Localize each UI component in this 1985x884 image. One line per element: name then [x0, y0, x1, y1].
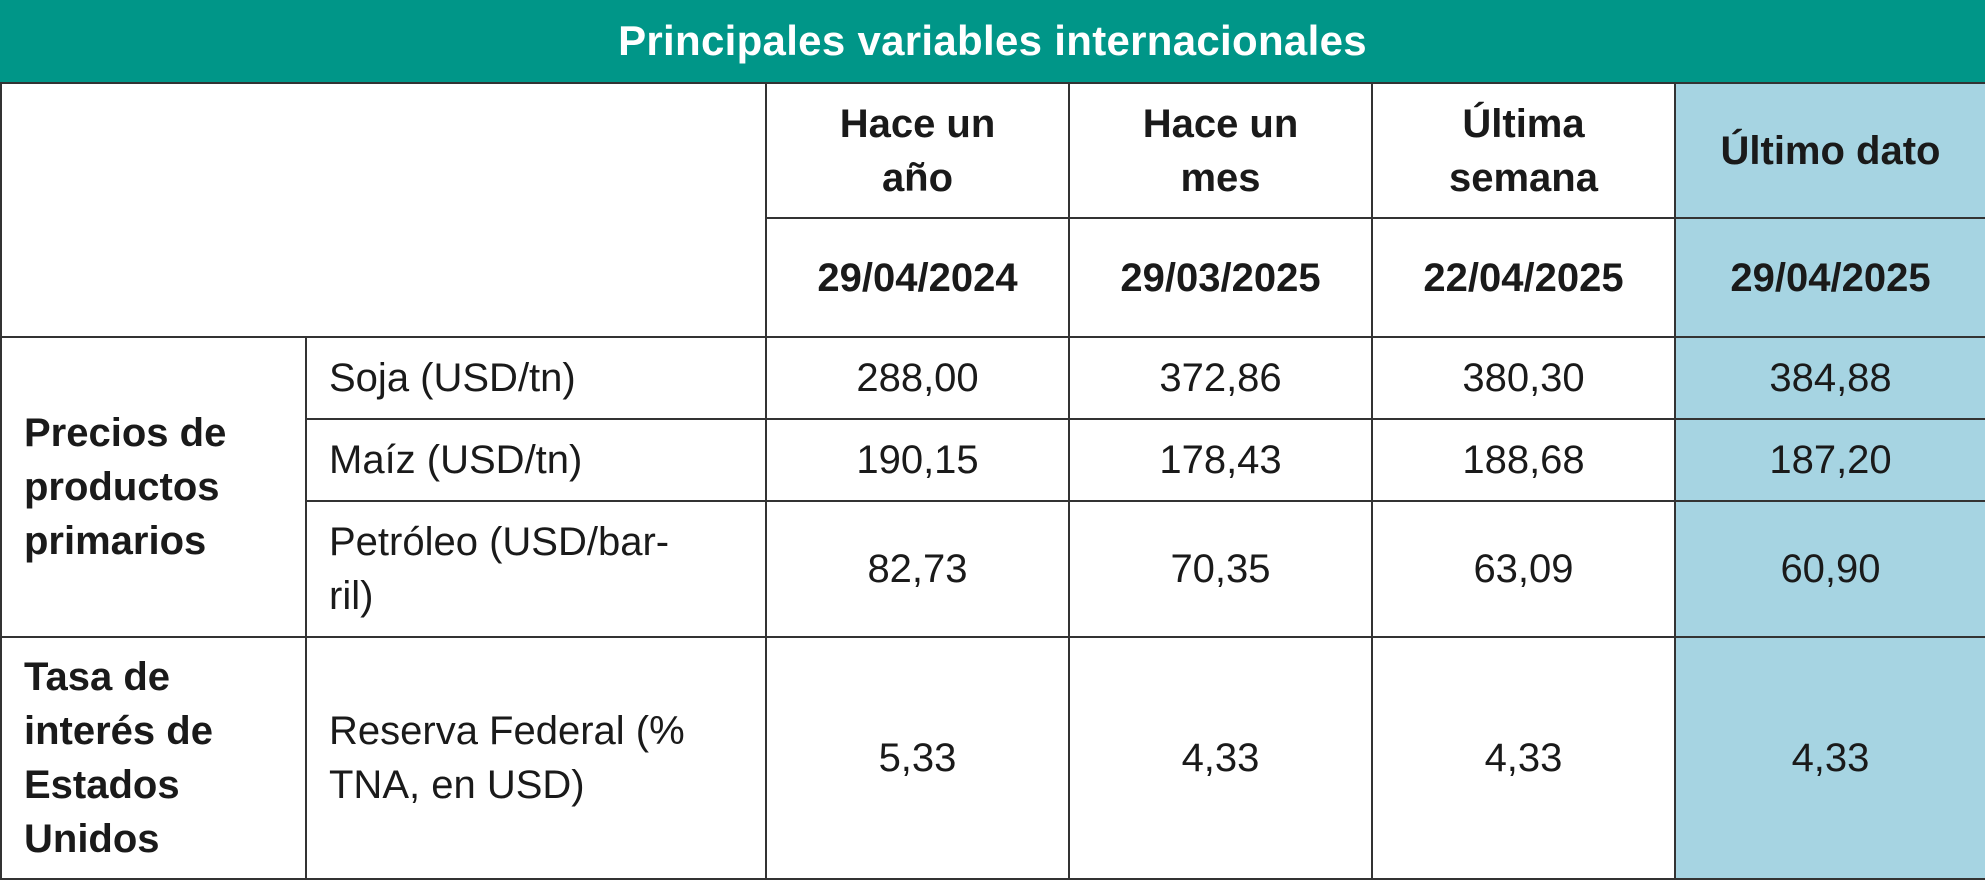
item-line: Petróleo (USD/bar- — [329, 520, 670, 564]
table-row: Tasa de interés de Estados Unidos Reserv… — [0, 636, 1985, 880]
col-header-line: Hace un — [839, 101, 996, 146]
col-date-last-week: 22/04/2025 — [1371, 217, 1676, 338]
col-date-year-ago: 29/04/2024 — [765, 217, 1070, 338]
col-header-year-ago: Hace un año — [765, 82, 1070, 219]
header-row-labels: Hace un año Hace un mes Última semana Úl… — [0, 82, 1985, 219]
value-cell: 4,33 — [1068, 636, 1373, 880]
value-cell-latest: 4,33 — [1674, 636, 1985, 880]
col-date-latest: 29/04/2025 — [1674, 217, 1985, 338]
value-cell-latest: 384,88 — [1674, 336, 1985, 420]
table-row: Precios de productos primarios Soja (USD… — [0, 336, 1985, 638]
header-empty-cell — [0, 82, 767, 218]
category-line: Precios de — [24, 411, 227, 455]
item-reserva-federal: Reserva Federal (% TNA, en USD) — [305, 636, 767, 880]
item-soja: Soja (USD/tn) — [305, 336, 767, 420]
item-line: Maíz (USD/tn) — [329, 438, 583, 482]
table-row: Petróleo (USD/bar- ril) 82,73 70,35 63,0… — [1, 500, 1985, 638]
category-line: Tasa de — [24, 655, 170, 699]
item-maiz: Maíz (USD/tn) — [305, 418, 767, 502]
item-line: ril) — [329, 574, 374, 618]
value-cell: 5,33 — [765, 636, 1070, 880]
category-line: Estados — [24, 763, 180, 807]
item-line: Reserva Federal (% — [329, 709, 685, 753]
value-cell: 178,43 — [1068, 418, 1373, 502]
col-header-line: Hace un — [1142, 101, 1299, 146]
value-cell: 190,15 — [765, 418, 1070, 502]
value-cell: 188,68 — [1371, 418, 1676, 502]
col-header-latest: Último dato — [1674, 82, 1985, 219]
item-line: TNA, en USD) — [329, 763, 585, 807]
value-cell-latest: 187,20 — [1674, 418, 1985, 502]
value-cell-latest: 60,90 — [1674, 500, 1985, 638]
col-header-line: mes — [1180, 155, 1261, 200]
category-us-interest-rate: Tasa de interés de Estados Unidos — [0, 636, 307, 880]
col-header-line: año — [881, 155, 954, 200]
header-row-dates: 29/04/2024 29/03/2025 22/04/2025 29/04/2… — [0, 217, 1985, 338]
header-empty-cell — [0, 218, 767, 338]
category-line: interés de — [24, 709, 213, 753]
col-header-month-ago: Hace un mes — [1068, 82, 1373, 219]
item-line: Soja (USD/tn) — [329, 356, 576, 400]
table-title: Principales variables internacionales — [0, 0, 1985, 82]
value-cell: 63,09 — [1371, 500, 1676, 638]
item-petroleo: Petróleo (USD/bar- ril) — [305, 500, 767, 638]
variables-table: Hace un año Hace un mes Última semana Úl… — [0, 82, 1985, 880]
col-header-line: semana — [1449, 155, 1598, 200]
category-line: productos — [24, 465, 220, 509]
value-cell: 372,86 — [1068, 336, 1373, 420]
category-line: Unidos — [24, 817, 160, 861]
value-cell: 82,73 — [765, 500, 1070, 638]
value-cell: 380,30 — [1371, 336, 1676, 420]
category-line: primarios — [24, 519, 207, 563]
value-cell: 4,33 — [1371, 636, 1676, 880]
category-primary-products: Precios de productos primarios — [0, 336, 307, 638]
col-header-last-week: Última semana — [1371, 82, 1676, 219]
value-cell: 70,35 — [1068, 500, 1373, 638]
col-header-line: Último dato — [1720, 128, 1941, 173]
value-cell: 288,00 — [765, 336, 1070, 420]
col-header-line: Última — [1462, 101, 1585, 146]
table-row: Maíz (USD/tn) 190,15 178,43 188,68 187,2… — [1, 418, 1985, 502]
col-date-month-ago: 29/03/2025 — [1068, 217, 1373, 338]
